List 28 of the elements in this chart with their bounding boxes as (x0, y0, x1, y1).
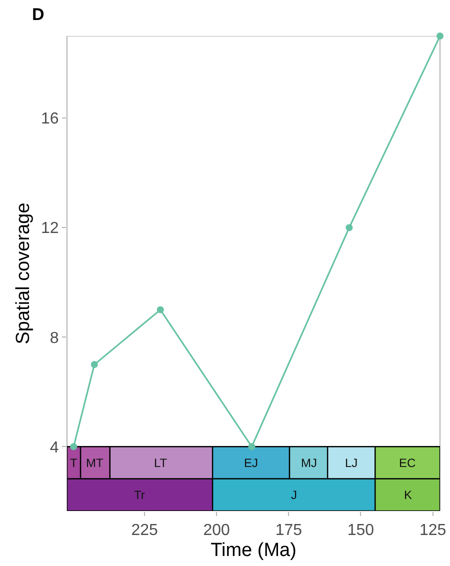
x-tick-label: 200 (203, 522, 230, 540)
y-tick-label: 8 (50, 330, 59, 347)
band-label: LJ (345, 456, 358, 470)
band-label: Tr (134, 488, 145, 502)
chart-title: D (32, 5, 44, 24)
point (346, 224, 353, 232)
x-tick-label: 175 (275, 522, 302, 540)
x-tick-label: 225 (131, 522, 158, 540)
point (70, 443, 78, 450)
band-label: T (70, 456, 78, 470)
point (436, 32, 444, 40)
point (90, 361, 98, 368)
y-tick-label: 16 (41, 110, 59, 128)
band-label: LT (154, 456, 168, 470)
x-axis-title: Time (Ma) (210, 540, 296, 561)
point (156, 306, 164, 314)
band-label: MT (86, 456, 104, 470)
band-label: EJ (244, 456, 258, 470)
x-tick-label: 150 (347, 522, 374, 540)
y-axis-title: Spatial coverage (12, 202, 34, 344)
band-label: K (404, 488, 412, 502)
point (248, 443, 256, 450)
x-tick-label: 125 (419, 522, 446, 540)
band-label: J (291, 488, 297, 502)
band-label: EC (399, 456, 416, 470)
y-tick-label: 4 (50, 439, 59, 456)
y-tick-label: 12 (41, 220, 59, 238)
band-label: MJ (301, 456, 317, 470)
